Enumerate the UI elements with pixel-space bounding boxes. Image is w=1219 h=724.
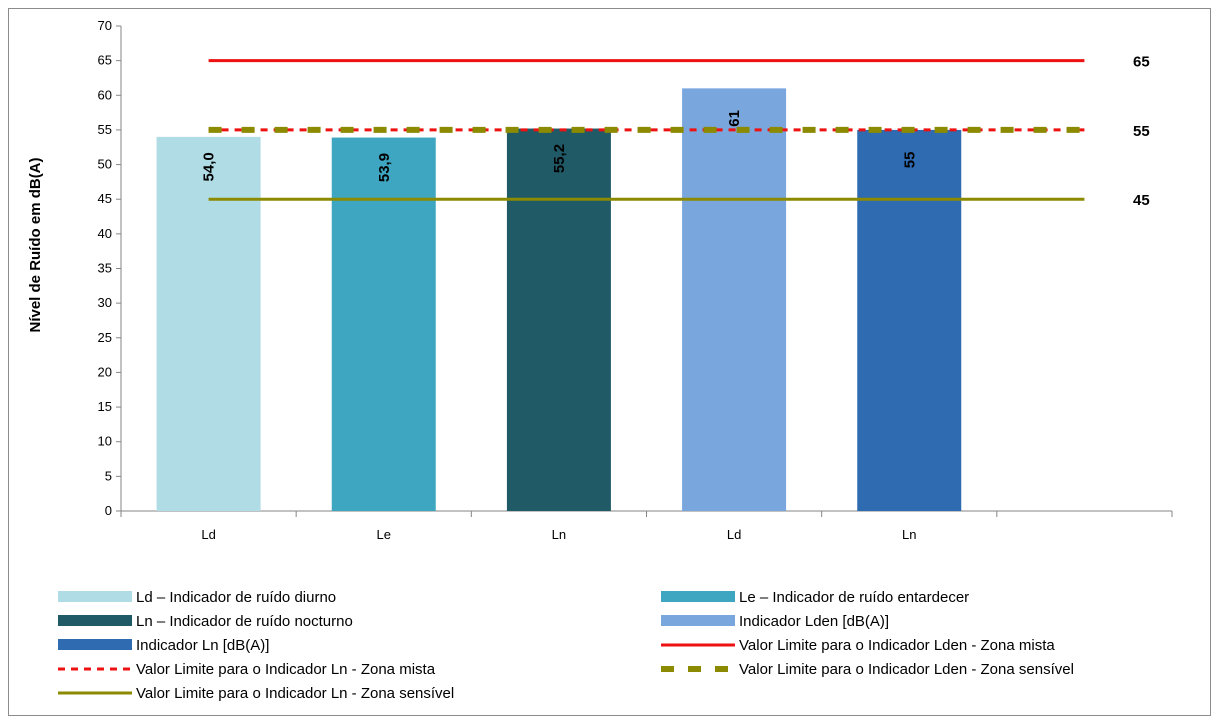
limit-line-label: 55 (1133, 123, 1150, 140)
legend-swatch (661, 591, 735, 602)
y-tick-label: 25 (98, 330, 112, 345)
legend-swatch (661, 615, 735, 626)
x-tick-label: Ln (902, 527, 916, 542)
legend-swatch (58, 639, 132, 650)
y-tick-label: 15 (98, 399, 112, 414)
bar-2 (331, 137, 436, 512)
y-tick-label: 35 (98, 261, 112, 276)
data-label-1: 54,0 (201, 152, 218, 181)
y-tick-label: 45 (98, 191, 112, 206)
bar-1 (156, 136, 261, 511)
legend: Ld – Indicador de ruído diurno Le – Indic… (58, 589, 1074, 702)
legend-item: Valor Limite para o Indicador Ln - Zona … (58, 685, 454, 702)
y-axis-label: Nível de Ruído em dB(A) (27, 157, 44, 332)
x-tick-label: Le (377, 527, 391, 542)
y-tick-label: 20 (98, 364, 112, 379)
bar-5 (857, 129, 962, 511)
y-tick-label: 70 (98, 18, 112, 33)
bar-4 (682, 88, 787, 511)
y-tick-label: 40 (98, 226, 112, 241)
data-label-5: 55 (901, 152, 918, 169)
limit-line-label: 45 (1133, 192, 1150, 209)
y-tick-label: 50 (98, 157, 112, 172)
y-axis: 0 5 10 15 20 25 30 35 40 45 50 55 60 65 70 (98, 18, 122, 518)
legend-item: Le – Indicador de ruído entardecer (661, 589, 969, 606)
x-tick-label: Ld (201, 527, 215, 542)
legend-item: Ld – Indicador de ruído diurno (58, 589, 336, 606)
x-axis: Ld Le Ln Ld Ln (120, 510, 1173, 542)
data-label-4: 61 (726, 110, 743, 127)
y-tick-label: 65 (98, 53, 112, 68)
y-tick-label: 60 (98, 87, 112, 102)
data-label-3: 55,2 (551, 144, 568, 173)
legend-item: Indicador Lden [dB(A)] (661, 613, 889, 630)
legend-item: Ln – Indicador de ruído nocturno (58, 613, 353, 630)
y-tick-label: 5 (105, 468, 112, 483)
bar-3 (506, 128, 611, 512)
data-label-2: 53,9 (376, 153, 393, 182)
legend-label: Indicador Ln [dB(A)] (136, 637, 269, 654)
legend-swatch (58, 591, 132, 602)
legend-item: Valor Limite para o Indicador Lden - Zon… (661, 637, 1055, 654)
legend-label: Ln – Indicador de ruído nocturno (136, 613, 353, 630)
legend-label: Valor Limite para o Indicador Ln - Zona … (136, 685, 454, 702)
limit-line-label: 65 (1133, 54, 1150, 71)
legend-label: Ld – Indicador de ruído diurno (136, 589, 336, 606)
y-tick-label: 0 (105, 503, 112, 518)
legend-label: Valor Limite para o Indicador Lden - Zon… (739, 637, 1055, 654)
legend-item: Indicador Ln [dB(A)] (58, 637, 269, 654)
legend-label: Valor Limite para o Indicador Lden - Zon… (739, 661, 1074, 678)
legend-swatch (58, 615, 132, 626)
legend-item: Valor Limite para o Indicador Lden - Zon… (661, 661, 1074, 678)
x-tick-label: Ld (727, 527, 741, 542)
legend-label: Indicador Lden [dB(A)] (739, 613, 889, 630)
legend-item: Valor Limite para o Indicador Ln - Zona … (58, 661, 436, 678)
legend-label: Valor Limite para o Indicador Ln - Zona … (136, 661, 436, 678)
y-tick-label: 10 (98, 434, 112, 449)
legend-label: Le – Indicador de ruído entardecer (739, 589, 969, 606)
y-tick-label: 30 (98, 295, 112, 310)
x-tick-label: Ln (552, 527, 566, 542)
y-tick-label: 55 (98, 122, 112, 137)
limit-lines-group: 65 55 45 (208, 54, 1150, 209)
data-labels-group: 54,0 53,9 55,2 61 55 (201, 110, 919, 182)
